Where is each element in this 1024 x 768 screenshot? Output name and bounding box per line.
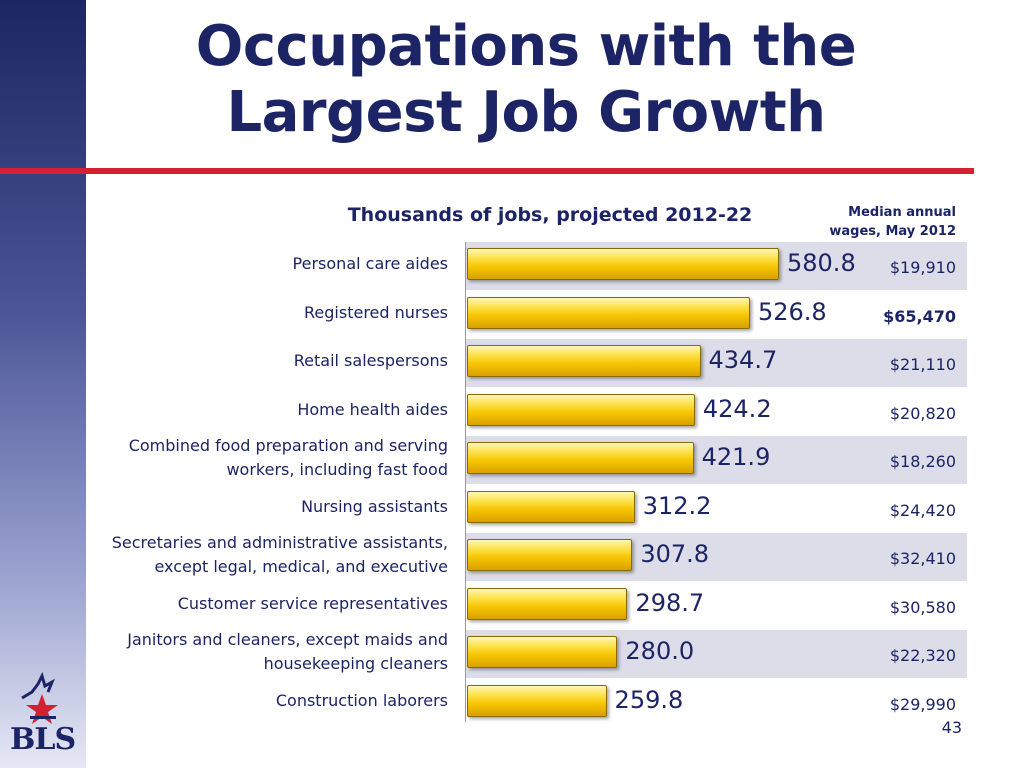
chart-title: Thousands of jobs, projected 2012-22 [347, 204, 753, 226]
bar-value-label: 280.0 [625, 637, 695, 665]
category-label: Construction laborers [275, 690, 448, 710]
title-divider [0, 168, 974, 174]
bar [467, 248, 779, 280]
category-label: Registered nurses [304, 302, 448, 322]
page-number: 43 [941, 718, 962, 737]
bar [467, 490, 635, 523]
category-label: Nursing assistants [301, 496, 448, 516]
bar-value-label: 424.2 [702, 394, 772, 423]
wage-value: $30,580 [889, 597, 956, 617]
slide-title-line-1: Occupations with the [195, 14, 857, 79]
slide-title: Occupations with the Largest Job Growth [86, 14, 966, 146]
bar [467, 684, 607, 717]
bar [467, 442, 694, 474]
bar-value-label: 259.8 [614, 685, 684, 714]
wage-value: $18,260 [889, 452, 956, 471]
chart-axis-line [465, 242, 466, 722]
bar [467, 393, 695, 426]
wage-value: $32,410 [889, 549, 956, 568]
bar [467, 345, 701, 377]
wage-value: $20,820 [889, 403, 956, 423]
wage-value: $29,990 [889, 694, 956, 714]
wage-value: $24,420 [889, 500, 956, 520]
bar-value-label: 434.7 [708, 346, 778, 374]
wage-value: $21,110 [889, 355, 956, 374]
bar-value-label: 312.2 [642, 491, 712, 520]
bar [467, 636, 618, 668]
wage-value: $19,910 [889, 258, 956, 277]
bar [467, 539, 633, 571]
bar [467, 587, 628, 620]
wage-header-line-2: wages, May 2012 [829, 224, 956, 239]
category-label: Customer service representatives [177, 593, 448, 613]
category-label: Retail salespersons [293, 351, 448, 370]
wage-column-header: Median annual wages, May 2012 [796, 203, 956, 241]
bar [467, 296, 750, 329]
wage-value: $65,470 [883, 306, 956, 326]
left-gradient-sidebar [0, 0, 86, 768]
bar-value-label: 580.8 [787, 249, 856, 277]
bar-value-label: 526.8 [757, 297, 827, 326]
category-label: Personal care aides [292, 254, 448, 273]
bls-logo-icon [21, 672, 58, 724]
category-label: Janitors and cleaners, except maids and … [127, 630, 448, 673]
bar-value-label: 298.7 [635, 588, 705, 617]
wage-value: $22,320 [889, 646, 956, 665]
wage-header-line-1: Median annual [848, 205, 956, 220]
category-label: Home health aides [297, 399, 448, 419]
bls-logo-text: BLS [10, 722, 76, 757]
bar-value-label: 421.9 [701, 443, 771, 471]
bar-value-label: 307.8 [640, 540, 710, 568]
category-label: Secretaries and administrative assistant… [111, 533, 448, 576]
category-label: Combined food preparation and serving wo… [128, 436, 448, 479]
slide-title-line-2: Largest Job Growth [226, 80, 826, 145]
